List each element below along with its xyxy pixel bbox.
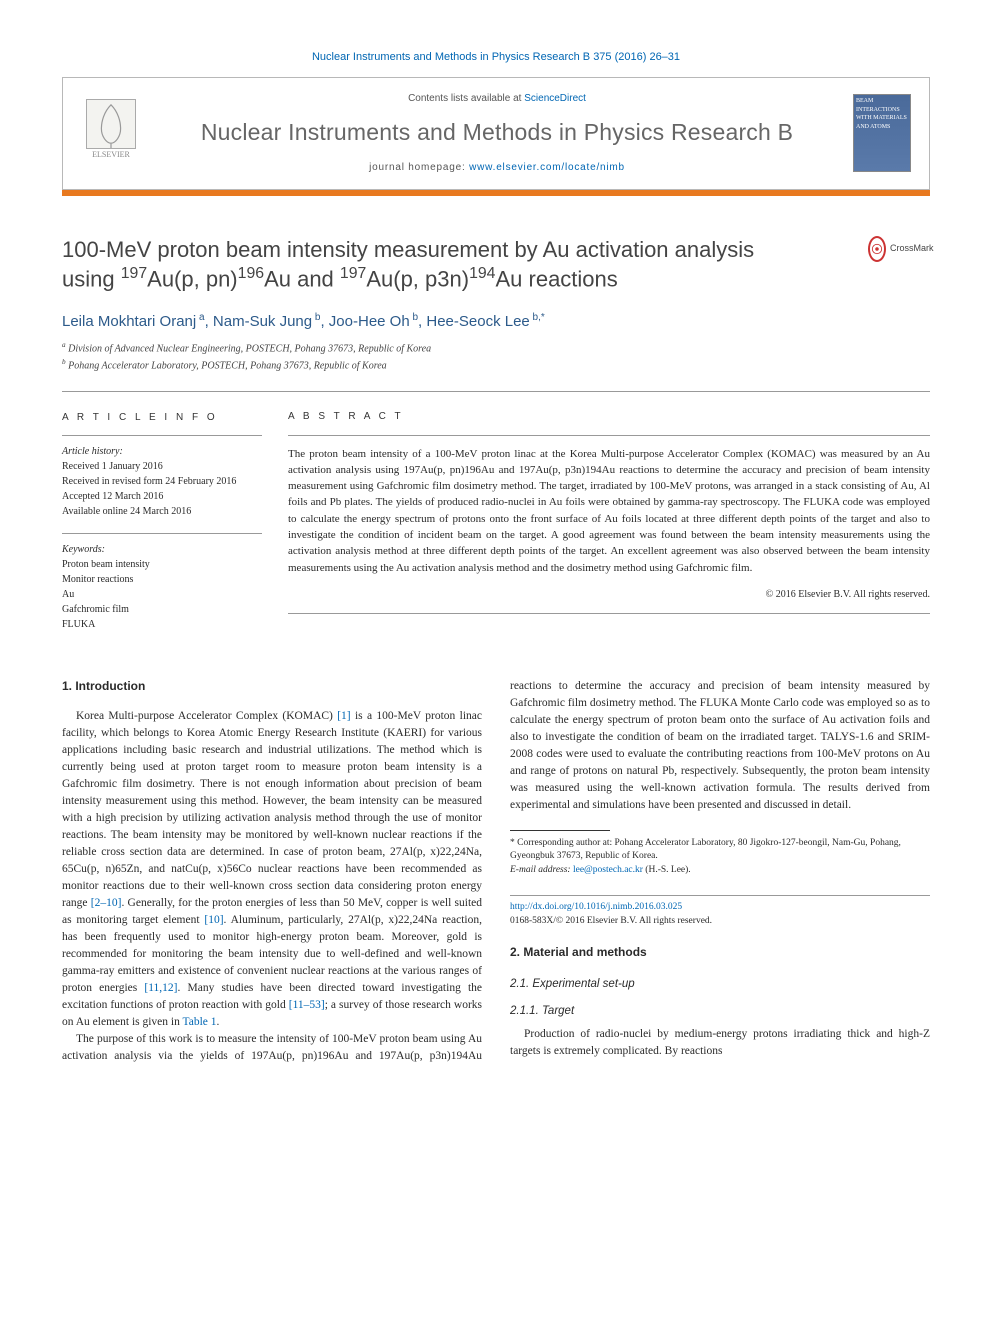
section-2-heading: 2. Material and methods	[510, 944, 930, 962]
abstract-divider-bottom	[288, 613, 930, 614]
keyword-3: Gafchromic film	[62, 602, 262, 617]
sup-197-2: 197	[340, 265, 366, 282]
homepage-prefix: journal homepage:	[369, 162, 469, 173]
footer-block: http://dx.doi.org/10.1016/j.nimb.2016.03…	[510, 895, 930, 928]
elsevier-logo: ELSEVIER	[81, 99, 141, 167]
history-line-0: Received 1 January 2016	[62, 459, 262, 474]
article-title: 100-MeV proton beam intensity measuremen…	[62, 236, 868, 294]
elsevier-tree-icon	[86, 99, 136, 149]
title-row: 100-MeV proton beam intensity measuremen…	[62, 236, 930, 294]
keyword-0: Proton beam intensity	[62, 557, 262, 572]
title-r1d: Au and	[264, 266, 340, 291]
ref-11-12[interactable]: [11,12]	[144, 982, 177, 994]
meta-abstract-row: A R T I C L E I N F O Article history: R…	[62, 410, 930, 646]
doi-link[interactable]: http://dx.doi.org/10.1016/j.nimb.2016.03…	[510, 902, 682, 912]
article-info: A R T I C L E I N F O Article history: R…	[62, 410, 262, 646]
journal-cover-thumb: BEAM INTERACTIONS WITH MATERIALS AND ATO…	[853, 94, 911, 172]
info-divider-2	[62, 533, 262, 534]
section-1-heading: 1. Introduction	[62, 678, 482, 696]
ref-1[interactable]: [1]	[337, 710, 350, 722]
issn-line: 0168-583X/© 2016 Elsevier B.V. All right…	[510, 914, 930, 928]
affiliation-a: a Division of Advanced Nuclear Engineeri…	[62, 340, 930, 356]
intro-para-1: Korea Multi-purpose Accelerator Complex …	[62, 708, 482, 1031]
history-line-2: Accepted 12 March 2016	[62, 489, 262, 504]
history-line-3: Available online 24 March 2016	[62, 504, 262, 519]
keyword-4: FLUKA	[62, 617, 262, 632]
title-r1b: Au(p, pn)	[147, 266, 238, 291]
keyword-2: Au	[62, 587, 262, 602]
info-divider-1	[62, 435, 262, 436]
section-2-1-heading: 2.1. Experimental set-up	[510, 976, 930, 993]
top-citation: Nuclear Instruments and Methods in Physi…	[62, 50, 930, 65]
ref-table-1[interactable]: Table 1	[183, 1016, 217, 1028]
email-link[interactable]: lee@postech.ac.kr	[573, 865, 643, 875]
crossmark-label: CrossMark	[890, 242, 934, 255]
p1g: .	[217, 1016, 220, 1028]
sup-194: 194	[469, 265, 495, 282]
section-2-1-1-heading: 2.1.1. Target	[510, 1003, 930, 1020]
homepage-link[interactable]: www.elsevier.com/locate/nimb	[469, 162, 625, 173]
sciencedirect-link[interactable]: ScienceDirect	[524, 93, 586, 104]
footer-divider	[510, 895, 930, 896]
ref-2-10[interactable]: [2–10]	[91, 897, 122, 909]
affiliations: a Division of Advanced Nuclear Engineeri…	[62, 340, 930, 373]
orange-bar	[62, 190, 930, 196]
keyword-1: Monitor reactions	[62, 572, 262, 587]
abstract-copyright: © 2016 Elsevier B.V. All rights reserved…	[288, 588, 930, 603]
crossmark-badge[interactable]: CrossMark	[868, 236, 930, 262]
journal-header: ELSEVIER Contents lists available at Sci…	[62, 77, 930, 189]
divider-top	[62, 391, 930, 392]
p1b: is a 100-MeV proton linac facility, whic…	[62, 710, 482, 909]
email-label: E-mail address:	[510, 865, 573, 875]
journal-name: Nuclear Instruments and Methods in Physi…	[155, 116, 839, 148]
footnote-email: E-mail address: lee@postech.ac.kr (H.-S.…	[510, 864, 930, 877]
keywords-label: Keywords:	[62, 542, 262, 557]
article-info-heading: A R T I C L E I N F O	[62, 410, 262, 425]
ref-10[interactable]: [10]	[204, 914, 223, 926]
abstract-heading: A B S T R A C T	[288, 410, 930, 425]
title-r2b: Au(p, p3n)	[366, 266, 469, 291]
journal-homepage: journal homepage: www.elsevier.com/locat…	[155, 161, 839, 175]
email-who: (H.-S. Lee).	[643, 865, 691, 875]
title-r2d: Au reactions	[495, 266, 617, 291]
abstract-divider	[288, 435, 930, 436]
article-history: Article history: Received 1 January 2016…	[62, 444, 262, 519]
section-2-1-1-text: Production of radio-nuclei by medium-ene…	[510, 1026, 930, 1060]
history-label: Article history:	[62, 444, 262, 459]
contents-prefix: Contents lists available at	[408, 93, 524, 104]
affiliation-b: b Pohang Accelerator Laboratory, POSTECH…	[62, 357, 930, 373]
elsevier-label: ELSEVIER	[92, 149, 130, 160]
body-columns: 1. Introduction Korea Multi-purpose Acce…	[62, 678, 930, 1065]
corresponding-author-footnote: * Corresponding author at: Pohang Accele…	[510, 837, 930, 877]
authors: Leila Mokhtari Oranj a, Nam-Suk Jung b, …	[62, 311, 930, 332]
keywords: Keywords: Proton beam intensity Monitor …	[62, 542, 262, 632]
header-center: Contents lists available at ScienceDirec…	[141, 92, 853, 174]
title-line1: 100-MeV proton beam intensity measuremen…	[62, 237, 754, 262]
contents-available: Contents lists available at ScienceDirec…	[155, 92, 839, 106]
footnote-corr: * Corresponding author at: Pohang Accele…	[510, 837, 930, 864]
title-line2-pre: using	[62, 266, 121, 291]
p1a: Korea Multi-purpose Accelerator Complex …	[76, 710, 337, 722]
crossmark-icon	[868, 236, 886, 262]
footnote-separator	[510, 830, 610, 831]
abstract: A B S T R A C T The proton beam intensit…	[288, 410, 930, 646]
sup-197-1: 197	[121, 265, 147, 282]
abstract-text: The proton beam intensity of a 100-MeV p…	[288, 446, 930, 576]
history-line-1: Received in revised form 24 February 201…	[62, 474, 262, 489]
ref-11-53[interactable]: [11–53]	[289, 999, 325, 1011]
sup-196: 196	[238, 265, 264, 282]
page: Nuclear Instruments and Methods in Physi…	[0, 0, 992, 1105]
